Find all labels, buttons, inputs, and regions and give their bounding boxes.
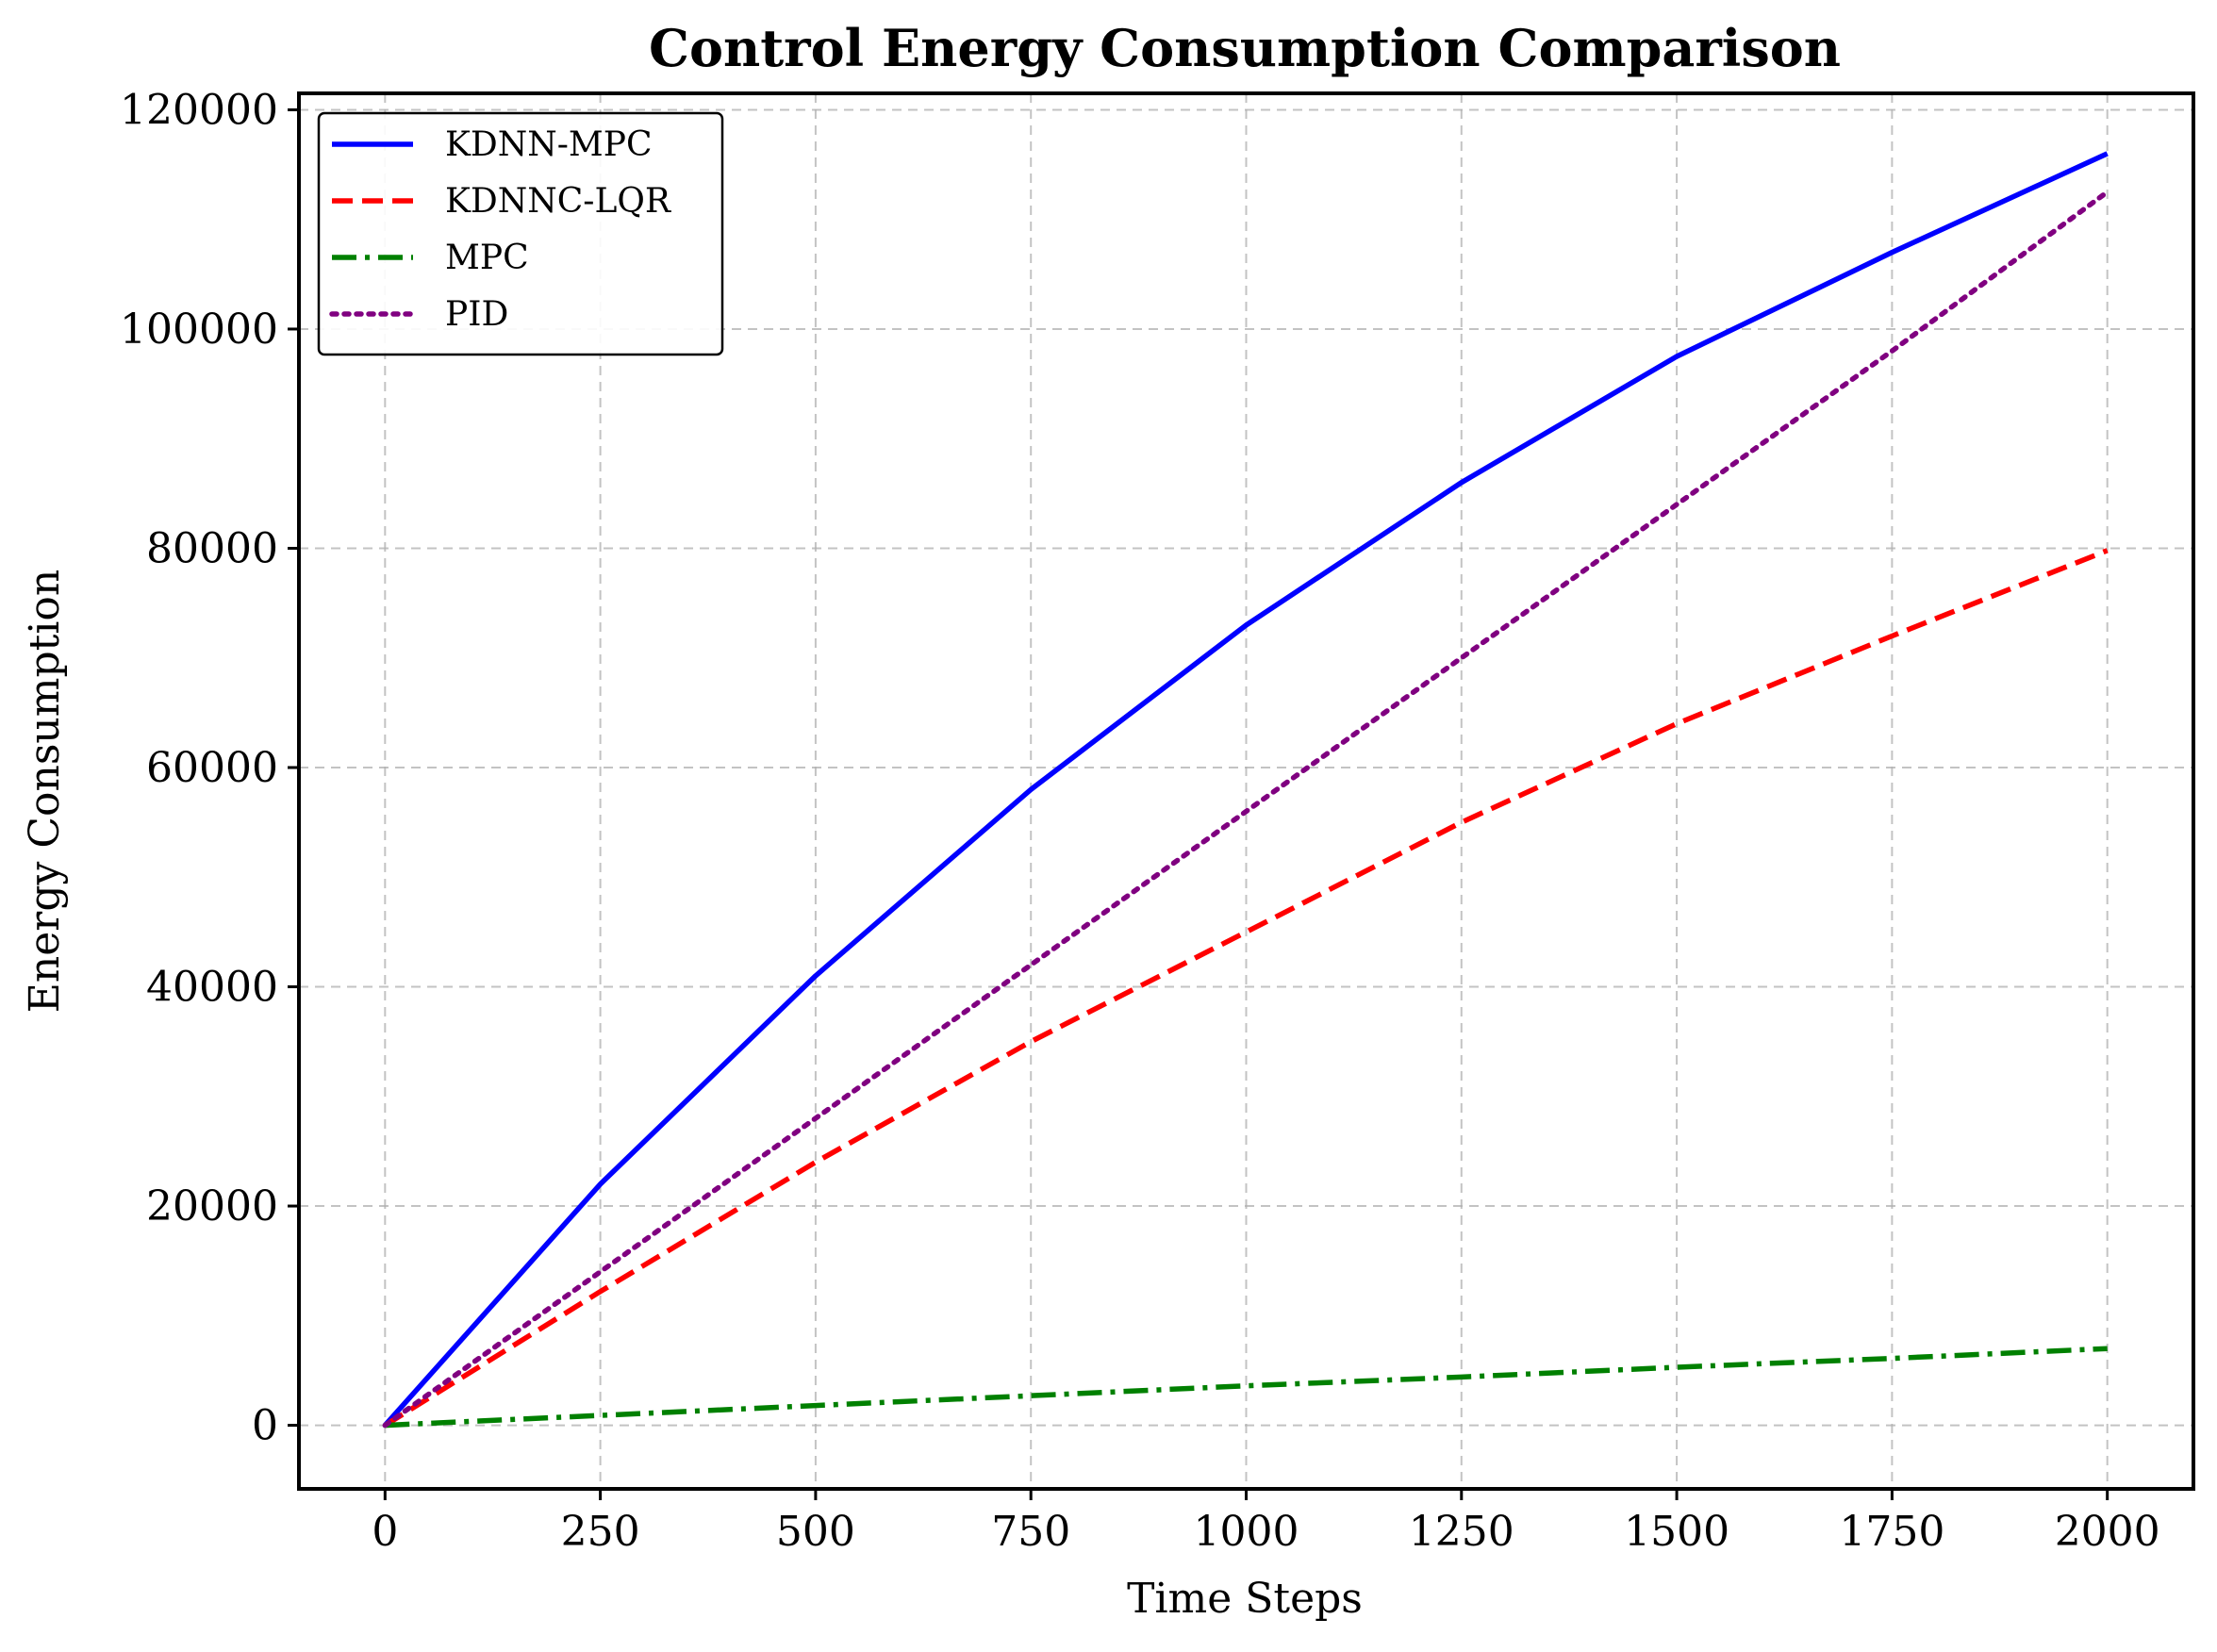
x-tick-label: 1250 <box>1409 1508 1514 1556</box>
x-axis-label: Time Steps <box>1127 1575 1363 1623</box>
grid-layer <box>299 93 2193 1489</box>
legend-label-mpc: MPC <box>445 239 529 277</box>
series-layer <box>382 151 2110 1429</box>
x-tick-label: 750 <box>991 1508 1070 1556</box>
y-tick-label: 100000 <box>120 306 278 354</box>
x-tick-label: 1750 <box>1839 1508 1944 1556</box>
x-tick-label: 500 <box>776 1508 855 1556</box>
series-line-kdnn-mpc <box>383 151 2109 1428</box>
y-tick-label: 80000 <box>146 524 278 572</box>
legend-label-pid: PID <box>445 295 508 334</box>
legend: KDNN-MPC KDNNC-LQR MPC PID <box>317 111 724 356</box>
x-tick-label: 0 <box>372 1508 398 1556</box>
legend-label-kdnnc-lqr: KDNNC-LQR <box>445 182 671 221</box>
series-line-pid <box>382 189 2110 1429</box>
legend-frame <box>317 111 724 356</box>
y-axis-label: Energy Consumption <box>21 570 69 1013</box>
y-tick-label: 120000 <box>120 86 278 134</box>
chart-title: Control Energy Consumption Comparison <box>649 18 1841 78</box>
y-tick-label: 40000 <box>146 964 278 1012</box>
series-line-kdnnc-lqr <box>383 548 2109 1428</box>
legend-label-kdnn-mpc: KDNN-MPC <box>445 125 653 164</box>
x-tick-label: 2000 <box>2055 1508 2160 1556</box>
legend-items: KDNN-MPC KDNNC-LQR MPC PID <box>329 125 671 334</box>
y-tick-label: 0 <box>252 1402 278 1450</box>
series-line-mpc <box>385 1346 2108 1429</box>
ticks-layer: 0 250 500 750 1000 1250 1500 1750 20000200004000… <box>120 86 2160 1556</box>
x-tick-label: 1500 <box>1624 1508 1729 1556</box>
y-tick-label: 60000 <box>146 744 278 792</box>
y-tick-label: 20000 <box>146 1182 278 1231</box>
x-tick-label: 250 <box>561 1508 640 1556</box>
x-tick-label: 1000 <box>1194 1508 1299 1556</box>
